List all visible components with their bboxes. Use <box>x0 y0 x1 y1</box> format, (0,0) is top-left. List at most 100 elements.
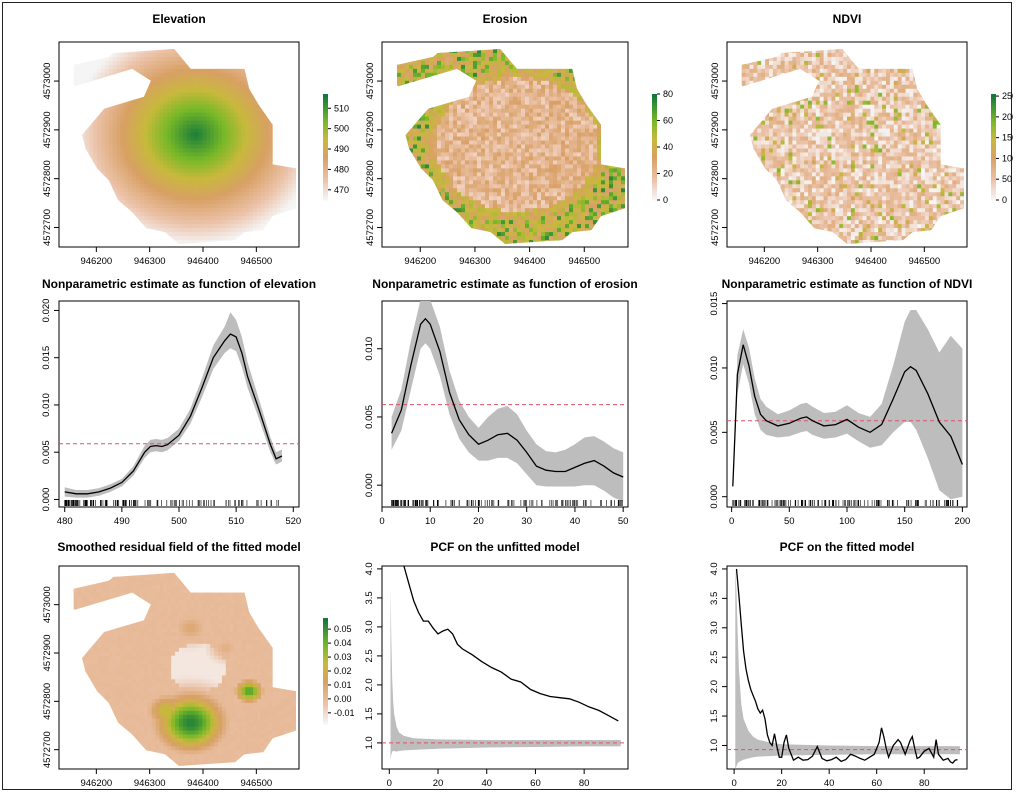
x-tick-label: 50 <box>618 516 629 527</box>
y-tick-label: 0.020 <box>41 299 52 323</box>
legend-tick-label: 500 <box>334 124 349 134</box>
x-tick-label: 20 <box>473 516 484 527</box>
legend-swatch <box>652 94 657 97</box>
y-tick-label: 1.5 <box>364 707 375 720</box>
y-tick-label: 2.0 <box>364 678 375 691</box>
x-tick-label: 946400 <box>855 256 887 267</box>
y-tick-label: 4572700 <box>42 209 53 246</box>
plot-frame <box>59 301 299 507</box>
x-tick-label: 10 <box>425 516 436 527</box>
legend-tick-label: 470 <box>334 185 349 195</box>
y-tick-label: 4572700 <box>365 209 376 246</box>
x-tick-label: 50 <box>784 516 795 527</box>
y-tick-label: 4572900 <box>42 111 53 148</box>
x-tick-label: 946500 <box>240 256 272 267</box>
x-tick-label: 0 <box>379 516 384 527</box>
y-tick-label: 0.000 <box>364 473 375 497</box>
raster-field <box>385 45 626 245</box>
y-tick-label: 3.0 <box>364 620 375 633</box>
x-tick-label: 40 <box>481 778 492 789</box>
y-tick-label: 4572800 <box>42 683 53 720</box>
y-tick-label: 0.010 <box>41 393 52 417</box>
x-tick-label: 150 <box>897 516 913 527</box>
x-tick-label: 200 <box>954 516 970 527</box>
y-tick-label: 4573000 <box>42 586 53 623</box>
panel-title: Nonparametric estimate as function of er… <box>372 277 637 291</box>
y-tick-label: 4.0 <box>364 562 375 575</box>
panel-title: NDVI <box>833 12 862 26</box>
legend-tick-label: 0.00 <box>334 694 352 704</box>
x-tick-label: 40 <box>570 516 581 527</box>
x-tick-label: 946200 <box>80 256 112 267</box>
legend-swatch <box>323 94 328 97</box>
y-tick-label: 1.5 <box>709 709 720 722</box>
x-tick-label: 946500 <box>908 256 940 267</box>
x-tick-label: 946200 <box>404 256 436 267</box>
x-tick-label: 60 <box>871 778 882 789</box>
y-tick-label: 4572700 <box>710 209 721 246</box>
x-tick-label: 520 <box>285 516 301 527</box>
line-panel: Nonparametric estimate as function of ND… <box>709 277 972 527</box>
y-tick-label: 4573000 <box>710 63 721 100</box>
y-tick-label: 4572700 <box>42 731 53 768</box>
legend-tick-label: 50 <box>1002 174 1012 184</box>
legend-tick-label: 200 <box>1002 112 1013 122</box>
legend-tick-label: 510 <box>334 103 349 113</box>
legend-tick-label: 0.05 <box>334 624 352 634</box>
line-panel: Nonparametric estimate as function of er… <box>364 277 638 527</box>
legend-tick-label: 0 <box>1002 195 1007 205</box>
legend-tick-label: 490 <box>334 144 349 154</box>
y-tick-label: 2.5 <box>709 651 720 664</box>
legend-tick-label: 20 <box>663 169 673 179</box>
x-tick-label: 946500 <box>568 256 600 267</box>
y-tick-label: 0.005 <box>364 405 375 429</box>
y-tick-label: 4572900 <box>42 635 53 672</box>
x-tick-label: 0 <box>731 778 736 789</box>
legend-tick-label: 150 <box>1002 133 1013 143</box>
y-tick-label: 4572800 <box>365 160 376 197</box>
x-tick-label: 946500 <box>240 778 272 789</box>
y-tick-label: 4572900 <box>365 111 376 148</box>
y-tick-label: 4572800 <box>42 160 53 197</box>
legend-swatch <box>991 94 996 97</box>
plot-frame <box>727 566 967 769</box>
panel-title: Erosion <box>483 12 528 26</box>
y-tick-label: 1.0 <box>709 739 720 752</box>
x-tick-label: 946300 <box>134 256 166 267</box>
x-tick-label: 0 <box>729 516 734 527</box>
x-tick-label: 946200 <box>80 778 112 789</box>
x-tick-label: 40 <box>824 778 835 789</box>
figure-canvas: Elevation 946200 946300 946400 946500 4572700… <box>3 3 1013 791</box>
legend-tick-label: 250 <box>1002 91 1013 101</box>
raster-field <box>730 45 965 245</box>
x-tick-label: 80 <box>919 778 930 789</box>
x-tick-label: 80 <box>579 778 590 789</box>
y-tick-label: 0.010 <box>364 337 375 361</box>
legend-tick-label: 0.03 <box>334 652 352 662</box>
legend-tick-label: 0.01 <box>334 680 352 690</box>
x-tick-label: 20 <box>776 778 787 789</box>
y-tick-label: 0.000 <box>709 485 720 509</box>
x-tick-label: 100 <box>839 516 855 527</box>
y-tick-label: 0.005 <box>41 440 52 464</box>
x-tick-label: 946300 <box>134 778 166 789</box>
x-tick-label: 480 <box>57 516 73 527</box>
x-tick-label: 30 <box>521 516 532 527</box>
y-tick-label: 0.000 <box>41 488 52 512</box>
panel-title: Nonparametric estimate as function of ND… <box>722 277 973 291</box>
y-tick-label: 3.0 <box>709 621 720 634</box>
panel-title: Smoothed residual field of the fitted mo… <box>57 540 300 554</box>
line-panel: Nonparametric estimate as function of el… <box>41 277 316 527</box>
x-tick-label: 60 <box>530 778 541 789</box>
panel-title: Elevation <box>152 12 205 26</box>
legend-tick-label: 0.04 <box>334 638 352 648</box>
legend-tick-label: 0 <box>663 195 668 205</box>
x-tick-label: 490 <box>114 516 130 527</box>
raster-field <box>62 569 297 767</box>
y-tick-label: 0.010 <box>709 356 720 380</box>
legend-tick-label: 40 <box>663 142 673 152</box>
legend-tick-label: 480 <box>334 164 349 174</box>
x-tick-label: 946400 <box>514 256 546 267</box>
y-tick-label: 2.5 <box>364 649 375 662</box>
